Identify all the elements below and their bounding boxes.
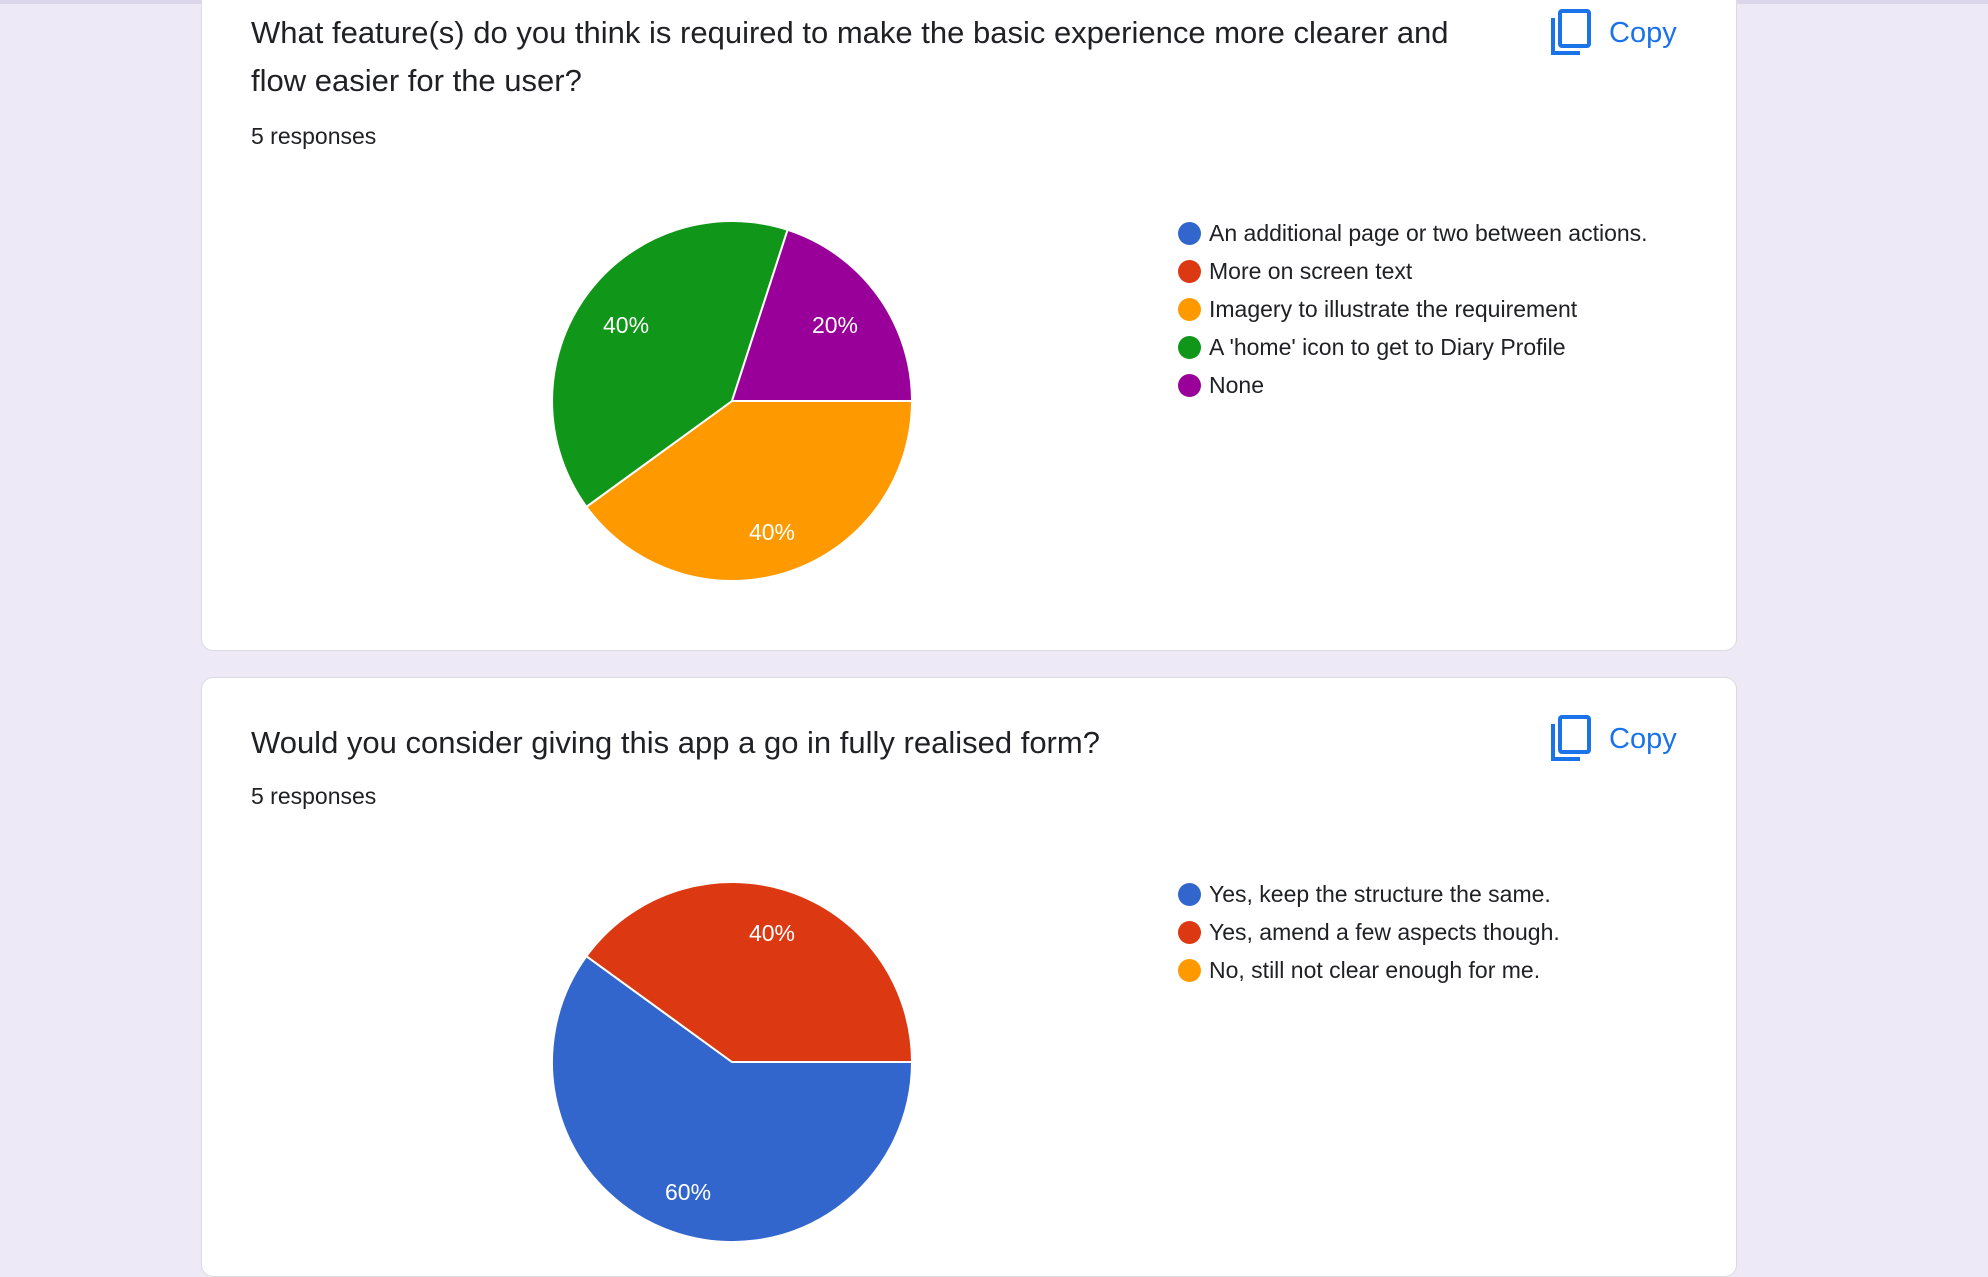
question-card-1: What feature(s) do you think is required… [201,0,1737,651]
chart-legend: Yes, keep the structure the same. Yes, a… [1176,878,1656,992]
legend-item: Yes, keep the structure the same. [1176,878,1656,910]
legend-label: No, still not clear enough for me. [1209,957,1541,983]
slice-label: 40% [749,920,795,946]
copy-chart-button[interactable]: Copy [1549,8,1699,58]
legend-item: No, still not clear enough for me. [1176,954,1656,986]
legend-label: None [1209,372,1264,398]
legend-dot [1178,260,1201,283]
pie-slice-none [730,228,912,402]
question-card-2: Would you consider giving this app a go … [201,677,1737,1277]
legend-dot [1178,921,1201,944]
legend-item: Imagery to illustrate the requirement [1176,293,1656,325]
pie-slice-imagery [585,400,912,581]
legend-label: Imagery to illustrate the requirement [1209,296,1578,322]
legend-label: Yes, keep the structure the same. [1209,881,1551,907]
legend-label: An additional page or two between action… [1209,220,1648,246]
response-count: 5 responses [251,783,377,809]
legend-dot [1178,374,1201,397]
legend-dot [1178,298,1201,321]
question-title: Would you consider giving this app a go … [251,725,1100,760]
legend-dot [1178,336,1201,359]
response-count: 5 responses [251,123,377,149]
pie-chart: 60% 40% [552,882,912,1242]
pie-slice-keep-structure [552,954,912,1242]
pie-slice-home-icon [552,221,789,509]
chart-legend: An additional page or two between action… [1176,217,1656,407]
legend-label: More on screen text [1209,258,1413,284]
slice-label: 60% [665,1179,711,1205]
legend-item: An additional page or two between action… [1176,217,1656,249]
copy-chart-button[interactable]: Copy [1549,714,1699,764]
legend-item: More on screen text [1176,255,1656,287]
copy-label: Copy [1609,16,1677,49]
slice-label: 20% [812,312,858,338]
copy-label: Copy [1609,722,1677,755]
pie-slice-amend [585,882,912,1063]
copy-icon [1551,9,1591,55]
slice-label: 40% [603,312,649,338]
legend-item: Yes, amend a few aspects though. [1176,916,1656,948]
legend-dot [1178,883,1201,906]
legend-item: None [1176,369,1656,401]
legend-label: A 'home' icon to get to Diary Profile [1209,334,1566,360]
slice-label: 40% [749,519,795,545]
legend-label: Yes, amend a few aspects though. [1209,919,1560,945]
legend-dot [1178,222,1201,245]
legend-item: A 'home' icon to get to Diary Profile [1176,331,1656,363]
copy-icon [1551,715,1591,761]
pie-chart: 40% 40% 20% [552,221,912,581]
question-title: What feature(s) do you think is required… [251,15,1449,98]
legend-dot [1178,959,1201,982]
